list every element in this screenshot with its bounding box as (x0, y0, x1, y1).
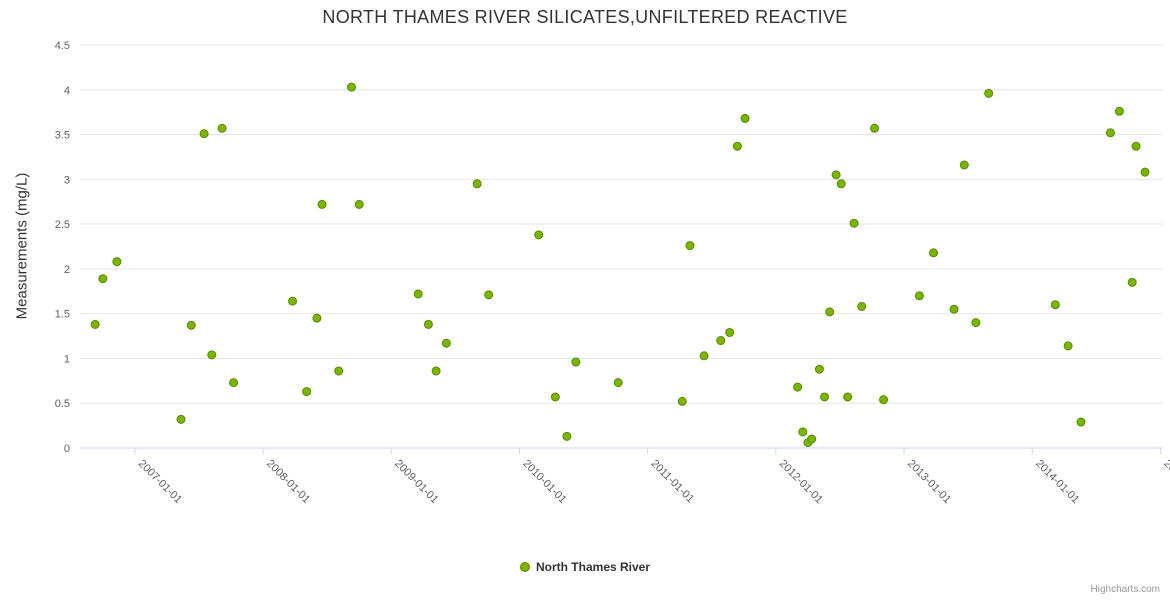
x-axis-tick-label: 2010-01-01 (520, 458, 568, 506)
data-point[interactable] (807, 434, 817, 444)
data-point[interactable] (949, 304, 959, 314)
data-point[interactable] (1127, 277, 1137, 287)
data-point[interactable] (347, 82, 357, 92)
data-point[interactable] (562, 431, 572, 441)
data-point[interactable] (571, 357, 581, 367)
data-point[interactable] (354, 199, 364, 209)
data-point[interactable] (312, 313, 322, 323)
y-axis-tick-label: 0 (64, 443, 70, 455)
y-axis-tick-label: 3.5 (55, 130, 70, 142)
data-point[interactable] (534, 230, 544, 240)
data-point[interactable] (971, 318, 981, 328)
data-point[interactable] (413, 289, 423, 299)
data-point[interactable] (1114, 106, 1124, 116)
data-point[interactable] (1063, 341, 1073, 351)
data-point[interactable] (317, 199, 327, 209)
data-point[interactable] (1050, 300, 1060, 310)
data-point[interactable] (302, 387, 312, 397)
data-point[interactable] (825, 307, 835, 317)
x-axis-tick-label: 2015-01-01 (1161, 458, 1170, 506)
data-point[interactable] (685, 241, 695, 251)
y-axis-tick-label: 0.5 (55, 398, 70, 410)
y-axis-tick-label: 4 (64, 85, 70, 97)
data-point[interactable] (550, 392, 560, 402)
data-point[interactable] (725, 327, 735, 337)
data-point[interactable] (732, 141, 742, 151)
data-point[interactable] (334, 366, 344, 376)
data-point[interactable] (423, 319, 433, 329)
x-axis-tick-label: 2014-01-01 (1033, 458, 1081, 506)
data-point[interactable] (1105, 128, 1115, 138)
data-point[interactable] (793, 382, 803, 392)
data-point[interactable] (1076, 417, 1086, 427)
chart-title: NORTH THAMES RIVER SILICATES,UNFILTERED … (322, 7, 848, 27)
data-point[interactable] (929, 248, 939, 258)
data-point[interactable] (217, 123, 227, 133)
data-point[interactable] (288, 296, 298, 306)
data-point[interactable] (814, 364, 824, 374)
legend-item[interactable]: North Thames River (0, 560, 1170, 574)
data-point[interactable] (836, 179, 846, 189)
data-point[interactable] (98, 274, 108, 284)
data-point[interactable] (207, 350, 217, 360)
data-point[interactable] (798, 427, 808, 437)
data-point[interactable] (112, 257, 122, 267)
legend-marker-icon (519, 562, 530, 572)
data-point[interactable] (677, 396, 687, 406)
data-point[interactable] (857, 302, 867, 312)
data-point[interactable] (914, 291, 924, 301)
data-point[interactable] (699, 351, 709, 361)
data-point[interactable] (740, 113, 750, 123)
data-point[interactable] (186, 320, 196, 330)
data-point[interactable] (431, 366, 441, 376)
data-point[interactable] (984, 88, 994, 98)
x-axis-tick-label: 2013-01-01 (905, 458, 953, 506)
data-point[interactable] (472, 179, 482, 189)
x-axis-tick-label: 2007-01-01 (136, 458, 184, 506)
y-axis-tick-label: 2.5 (55, 219, 70, 231)
data-point[interactable] (613, 378, 623, 388)
highcharts-credits-link[interactable]: Highcharts.com (1090, 584, 1160, 595)
x-axis-tick-label: 2011-01-01 (649, 458, 697, 506)
y-axis-tick-label: 2 (64, 264, 70, 276)
x-axis-tick-label: 2012-01-01 (777, 458, 825, 506)
data-point[interactable] (843, 392, 853, 402)
data-point[interactable] (441, 338, 451, 348)
y-axis-tick-label: 4.5 (55, 40, 70, 52)
data-point[interactable] (831, 170, 841, 180)
y-axis-tick-label: 1.5 (55, 309, 70, 321)
data-point[interactable] (820, 392, 830, 402)
x-axis-tick-label: 2008-01-01 (264, 458, 312, 506)
data-point[interactable] (870, 123, 880, 133)
y-axis-tick-label: 3 (64, 174, 70, 186)
data-point[interactable] (1131, 141, 1141, 151)
data-point[interactable] (90, 319, 100, 329)
data-point[interactable] (484, 290, 494, 300)
legend-label: North Thames River (535, 560, 651, 574)
y-axis-tick-label: 1 (64, 353, 70, 365)
data-point[interactable] (229, 378, 239, 388)
data-point[interactable] (716, 336, 726, 346)
data-point[interactable] (1140, 167, 1150, 177)
data-point[interactable] (959, 160, 969, 170)
data-point[interactable] (199, 129, 209, 139)
data-point[interactable] (879, 395, 889, 405)
data-point[interactable] (849, 218, 859, 228)
data-point[interactable] (176, 414, 186, 424)
x-axis-tick-label: 2009-01-01 (392, 458, 440, 506)
